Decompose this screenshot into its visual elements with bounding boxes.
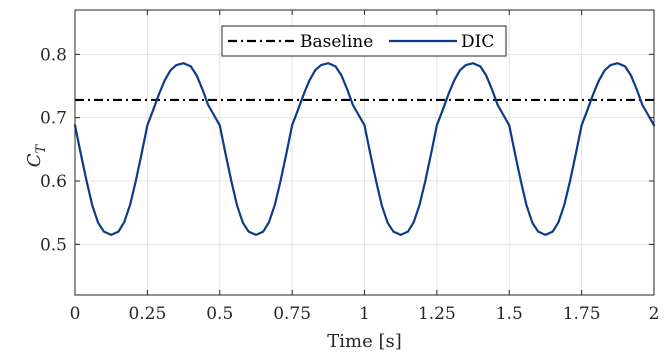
y-tick-label: 0.5 (40, 235, 67, 255)
x-tick-label: 0.5 (206, 304, 233, 324)
legend: Baseline DIC (221, 25, 507, 57)
legend-baseline-label: Baseline (300, 32, 373, 52)
y-tick-label: 0.6 (40, 172, 67, 192)
series-layer (73, 62, 656, 236)
y-tick-label: 0.7 (40, 109, 67, 129)
legend-dic-label: DIC (461, 32, 494, 52)
y-tick-label: 0.8 (40, 45, 67, 65)
ticks: 0 0.25 0.5 0.75 1 1.25 1.5 1.75 2 0.5 0.6 0.7 0.8 (40, 10, 659, 324)
x-tick-label: 1.75 (563, 304, 601, 324)
x-tick-label: 0 (70, 304, 81, 324)
x-tick-label: 0.75 (273, 304, 311, 324)
x-tick-label: 0.25 (128, 304, 166, 324)
x-tick-label: 1.5 (496, 304, 523, 324)
x-tick-label: 1 (359, 304, 370, 324)
x-tick-label: 1.25 (418, 304, 456, 324)
series-line-dic (73, 62, 656, 236)
x-tick-label: 2 (649, 304, 660, 324)
y-axis-label: CT (24, 143, 49, 167)
x-axis-label: Time [s] (327, 331, 402, 352)
